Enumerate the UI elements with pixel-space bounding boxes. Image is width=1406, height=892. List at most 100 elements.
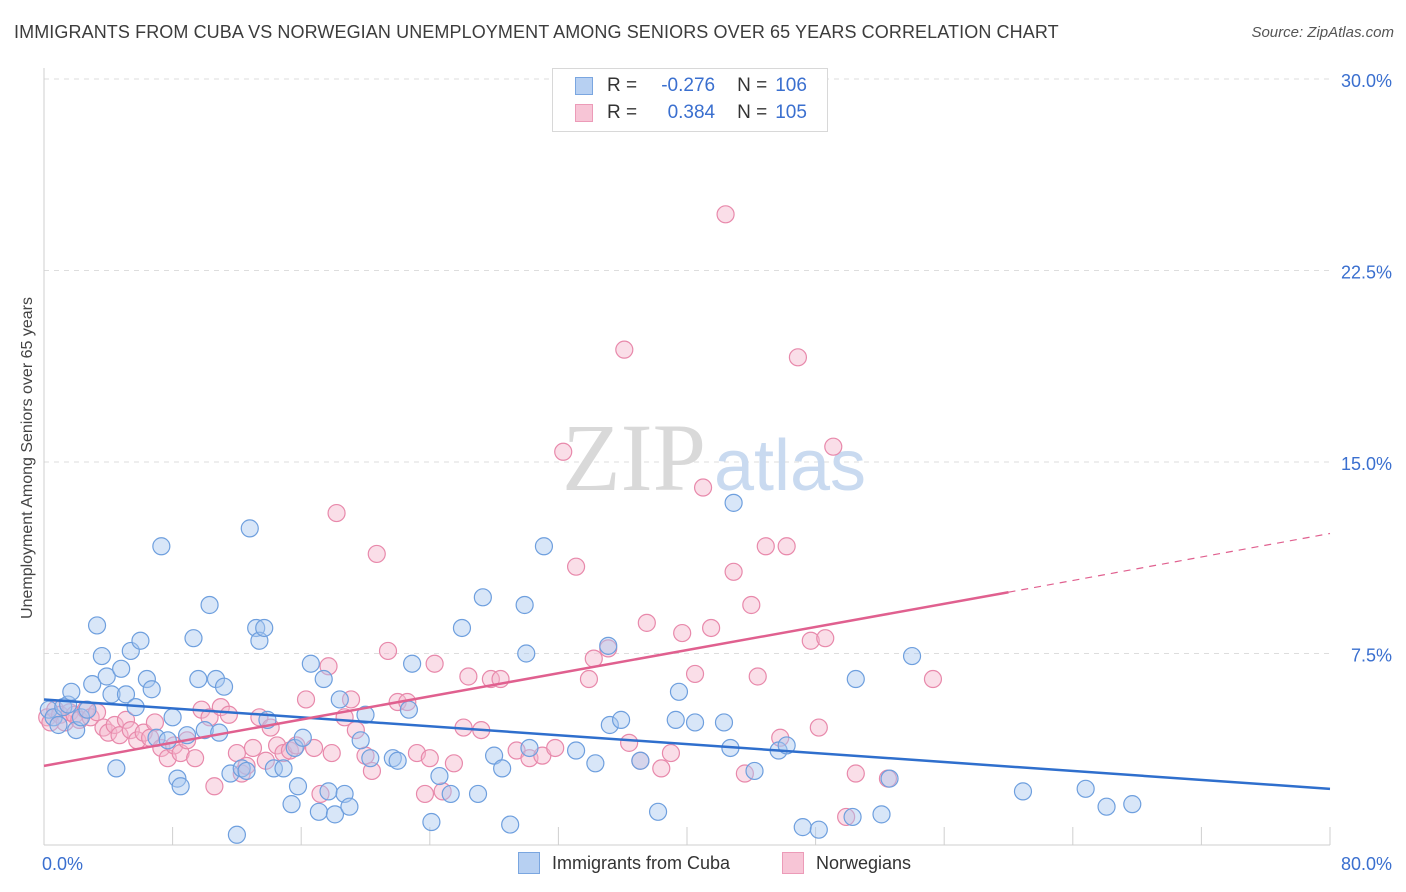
cuba-point <box>112 659 131 678</box>
cuba-point <box>399 700 419 719</box>
norwegians-point <box>415 784 435 804</box>
cuba-point <box>534 537 554 556</box>
norwegians-point <box>237 756 256 775</box>
cuba-point <box>599 636 618 655</box>
cuba-point <box>586 754 605 773</box>
cuba-point <box>515 595 534 615</box>
cuba-point <box>468 784 488 804</box>
norwegians-point <box>296 690 316 709</box>
norwegians-swatch <box>575 104 593 122</box>
cuba-point <box>54 698 73 717</box>
norwegians-point <box>425 654 444 673</box>
cuba-point <box>388 751 407 770</box>
cuba-point <box>493 759 512 778</box>
norwegians-point <box>846 764 865 783</box>
norwegians-point <box>420 749 439 768</box>
cuba-point <box>195 720 214 740</box>
norwegians-point <box>615 340 634 359</box>
cuba-point <box>189 669 208 689</box>
cuba-point <box>452 618 472 638</box>
y-tick-label: 30.0% <box>1341 71 1392 91</box>
norwegians-point <box>788 348 808 367</box>
norwegians-point <box>702 618 721 638</box>
norwegians-point <box>579 669 599 689</box>
norwegians-point <box>116 710 136 729</box>
norwegians-point <box>923 669 943 689</box>
cuba-point <box>843 807 862 827</box>
cuba-point <box>846 669 865 689</box>
y-tick-label: 22.5% <box>1341 263 1392 283</box>
norwegians-point <box>673 623 692 643</box>
cuba-legend-label: Immigrants from Cuba <box>552 852 731 873</box>
cuba-point <box>282 795 301 814</box>
cuba-point <box>361 749 380 768</box>
cuba-point <box>240 519 259 538</box>
norwegians-point <box>205 777 224 796</box>
norwegians-point <box>661 743 681 763</box>
cuba-point <box>745 761 764 781</box>
cuba-point <box>473 588 492 607</box>
legend-n-label: N = <box>737 75 768 96</box>
cuba-point <box>152 537 171 556</box>
cuba-point <box>669 682 689 701</box>
cuba-point <box>171 777 190 796</box>
legend-row-norwegians: R = 0.384 N = 105 <box>575 100 807 126</box>
cuba-point <box>214 677 234 696</box>
cuba-point <box>520 738 539 758</box>
cuba-point <box>237 761 256 781</box>
cuba-point <box>131 631 150 650</box>
cuba-point <box>422 812 441 832</box>
grid-lines <box>44 78 1330 654</box>
norwegians-trend-line <box>43 590 1009 768</box>
norwegians-point <box>554 442 573 461</box>
norwegians-point <box>824 437 843 456</box>
cuba-point <box>87 616 107 635</box>
cuba-point <box>62 682 81 701</box>
cuba-point <box>517 644 536 663</box>
cuba-point <box>330 690 349 709</box>
tick-labels: 7.5% 15.0% 22.5% 30.0% 0.0% 80.0% <box>42 71 1392 874</box>
norwegians-point <box>837 807 856 827</box>
cuba-point <box>724 493 743 512</box>
cuba-point <box>142 680 161 699</box>
norwegians-point <box>620 733 639 752</box>
norwegians-point <box>693 478 713 497</box>
cuba-point <box>356 705 375 724</box>
norwegians-point <box>322 743 341 763</box>
norwegians-point <box>801 631 820 650</box>
source-label: Source: ZipAtlas.com <box>1251 24 1394 41</box>
cuba-point <box>880 769 899 788</box>
cuba-point <box>1013 782 1033 801</box>
cuba-point <box>566 741 586 760</box>
cuba-point <box>232 759 251 778</box>
norwegians-point <box>145 713 165 732</box>
cuba-legend-swatch <box>518 852 540 874</box>
cuba-point <box>102 685 121 704</box>
cuba-point <box>97 667 116 686</box>
cuba-point <box>902 646 922 666</box>
legend-r-value-norwegians: 0.384 <box>667 102 716 123</box>
y-axis-label: Unemployment Among Seniors over 65 years <box>19 297 36 619</box>
axes <box>43 68 1331 846</box>
norwegians-point <box>243 738 263 758</box>
cuba-point <box>666 710 685 729</box>
cuba-trend-line <box>43 698 1331 791</box>
norwegians-point <box>637 613 656 632</box>
cuba-point <box>200 595 219 615</box>
cuba-point <box>163 708 182 727</box>
cuba-point <box>288 777 308 796</box>
cuba-point <box>137 669 156 689</box>
x-tick-label-max: 80.0% <box>1341 854 1392 874</box>
norwegians-point <box>756 537 775 556</box>
norwegians-point <box>742 595 761 615</box>
norwegians-point <box>110 726 129 745</box>
cuba-point <box>611 710 631 729</box>
cuba-point <box>264 759 283 778</box>
cuba-points <box>39 493 1142 844</box>
cuba-point <box>116 685 136 704</box>
norwegians-point <box>186 749 205 768</box>
cuba-point <box>351 731 370 750</box>
cuba-point <box>314 669 333 689</box>
cuba-point <box>255 618 274 638</box>
